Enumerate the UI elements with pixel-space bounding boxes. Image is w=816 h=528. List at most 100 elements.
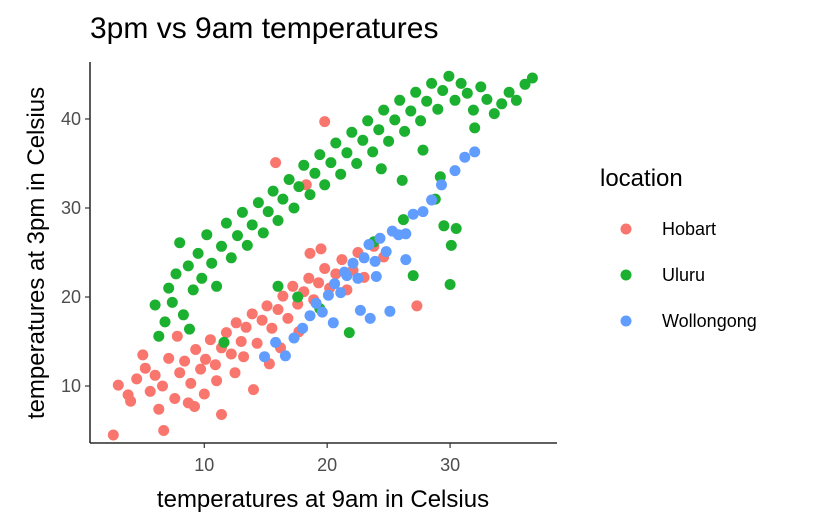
x-tick-label: 10 [194, 455, 214, 475]
data-point [346, 126, 358, 138]
data-point [304, 310, 316, 322]
data-point [445, 239, 457, 251]
data-point [174, 367, 186, 379]
data-point [338, 266, 350, 278]
data-point [184, 323, 195, 335]
data-point [469, 146, 481, 158]
data-point [314, 149, 326, 161]
data-point [319, 179, 331, 191]
data-point [153, 403, 165, 415]
data-point [179, 355, 191, 367]
data-point [139, 362, 151, 374]
data-point [251, 337, 263, 349]
data-point [187, 284, 199, 296]
data-point [316, 306, 328, 318]
data-point [426, 77, 438, 89]
x-axis-title: temperatures at 9am in Celsius [157, 486, 489, 513]
data-point [266, 322, 278, 334]
data-point [230, 317, 242, 329]
data-point [450, 223, 462, 234]
data-point [149, 369, 161, 381]
data-point [330, 137, 342, 149]
data-point [426, 194, 438, 206]
data-point [177, 309, 189, 321]
legend-item-hobart: Hobart [620, 219, 716, 239]
data-point [436, 179, 447, 191]
x-ticks: 10 20 30 [194, 443, 460, 475]
data-point [325, 157, 337, 169]
data-point [363, 239, 375, 250]
data-point [309, 167, 321, 179]
data-point [378, 104, 390, 116]
data-point [362, 115, 374, 127]
data-point [192, 247, 204, 259]
data-point [158, 425, 170, 436]
data-point [397, 214, 409, 226]
data-point [261, 300, 273, 312]
data-point [415, 115, 427, 127]
data-point [329, 278, 341, 290]
data-point [272, 304, 284, 315]
chart-title: 3pm vs 9am temperatures [90, 12, 438, 45]
data-point [297, 322, 309, 334]
data-point [248, 384, 259, 396]
data-point [144, 385, 156, 397]
data-point [229, 367, 241, 379]
data-point [352, 272, 364, 284]
data-point [481, 93, 493, 105]
data-point [519, 78, 531, 90]
data-point [220, 327, 232, 339]
data-point [170, 268, 182, 280]
data-point [467, 104, 479, 116]
data-point [417, 144, 429, 156]
data-point [195, 363, 207, 375]
data-point [389, 114, 401, 126]
data-point [341, 147, 353, 159]
data-point [370, 271, 382, 282]
data-point [262, 206, 274, 218]
data-point [432, 103, 444, 115]
data-point [373, 124, 385, 136]
data-point [347, 257, 359, 269]
data-point [298, 159, 310, 171]
points-layer [107, 70, 538, 441]
data-point [322, 289, 334, 301]
data-point [174, 237, 186, 249]
data-point [443, 70, 455, 82]
data-point [216, 409, 227, 420]
data-point [292, 291, 304, 303]
data-point [358, 252, 370, 264]
data-point [171, 330, 183, 342]
data-point [232, 230, 243, 242]
data-point [357, 134, 369, 146]
data-point [198, 388, 210, 400]
data-point [272, 215, 284, 226]
data-point [288, 202, 300, 214]
data-point [407, 270, 419, 282]
data-point [384, 305, 396, 317]
data-point [336, 254, 348, 266]
legend-swatch [620, 223, 632, 235]
data-point [209, 359, 221, 371]
data-point [279, 350, 291, 362]
data-point [196, 272, 208, 284]
data-point [163, 352, 175, 364]
data-point [310, 297, 322, 309]
data-point [163, 282, 175, 294]
data-point [354, 304, 366, 316]
data-point [270, 336, 282, 348]
data-point [246, 219, 258, 231]
data-point [449, 94, 461, 106]
data-point [400, 228, 412, 240]
data-point [270, 157, 282, 169]
data-point [335, 168, 347, 180]
data-point [240, 321, 252, 333]
data-point [153, 330, 165, 342]
data-point [220, 217, 232, 229]
data-point [211, 375, 223, 387]
data-point [438, 220, 450, 232]
data-point [319, 116, 331, 128]
data-point [125, 395, 137, 407]
data-point [190, 344, 202, 355]
data-point [293, 181, 305, 193]
